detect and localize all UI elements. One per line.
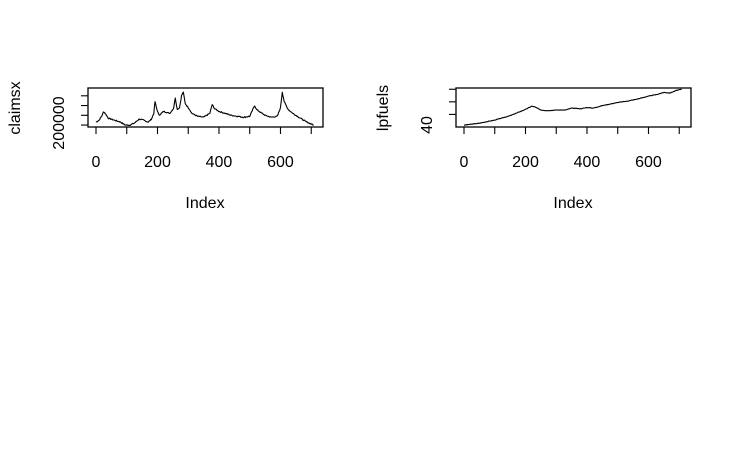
plot-frame xyxy=(455,87,692,128)
plot-frame xyxy=(87,87,324,128)
panel-lpfuels: 0 200 400 600 40 Index lpfuels xyxy=(375,85,692,212)
x-axis-label: Index xyxy=(553,195,592,212)
x-tick-label: 600 xyxy=(267,154,294,171)
y-axis: 40 xyxy=(419,88,456,134)
x-tick-label: 0 xyxy=(460,154,469,171)
x-tick-label: 0 xyxy=(92,154,101,171)
y-axis: 200000 xyxy=(51,95,88,150)
panel-claimsx: 0 200 400 600 200000 Index claimsx xyxy=(7,81,324,212)
x-tick-label: 400 xyxy=(206,154,233,171)
x-axis-label: Index xyxy=(185,195,224,212)
y-axis-label: claimsx xyxy=(7,81,24,134)
x-axis: 0 200 400 600 xyxy=(92,127,312,171)
y-axis-label: lpfuels xyxy=(375,85,392,131)
y-tick-label: 200000 xyxy=(51,96,68,149)
x-axis: 0 200 400 600 xyxy=(460,127,680,171)
series-line-lpfuels xyxy=(464,88,682,126)
series-line-claimsx xyxy=(95,91,314,127)
x-tick-label: 200 xyxy=(512,154,539,171)
x-tick-label: 200 xyxy=(144,154,171,171)
x-tick-label: 600 xyxy=(635,154,662,171)
y-tick-label: 40 xyxy=(419,116,436,134)
x-tick-label: 400 xyxy=(574,154,601,171)
